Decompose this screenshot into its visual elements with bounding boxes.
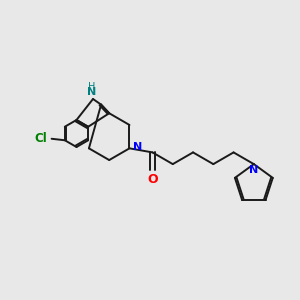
Text: O: O [147,173,158,186]
Text: N: N [87,88,96,98]
Text: Cl: Cl [34,132,47,145]
Text: H: H [88,82,95,92]
Text: N: N [249,165,259,175]
Text: N: N [133,142,142,152]
